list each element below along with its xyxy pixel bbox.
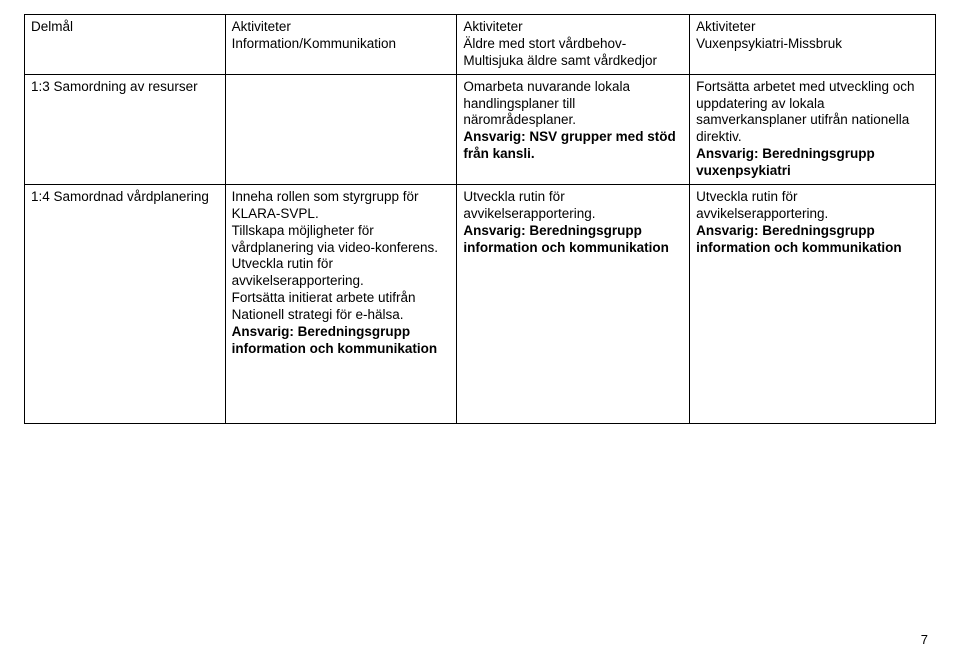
row1-aldre: Omarbeta nuvarande lokala handlingsplane… [457, 74, 690, 184]
planning-table: Delmål AktiviteterInformation/Kommunikat… [24, 14, 936, 424]
row2-aldre-text: Utveckla rutin för avvikelserapportering… [463, 189, 595, 221]
table-row: 1:4 Samordnad vårdplanering Inneha rolle… [25, 184, 936, 423]
table-row: 1:3 Samordning av resurser Omarbeta nuva… [25, 74, 936, 184]
row2-vuxen-ansvarig: Ansvarig: Beredningsgrupp information oc… [696, 223, 902, 255]
header-aldre: AktiviteterÄldre med stort vårdbehov- Mu… [457, 15, 690, 75]
row1-vuxen: Fortsätta arbetet med utveckling och upp… [690, 74, 936, 184]
row1-aldre-text: Omarbeta nuvarande lokala handlingsplane… [463, 79, 630, 128]
row1-delmal: 1:3 Samordning av resurser [25, 74, 226, 184]
row2-vuxen-text: Utveckla rutin för avvikelserapportering… [696, 189, 828, 221]
table-header-row: Delmål AktiviteterInformation/Kommunikat… [25, 15, 936, 75]
header-info-komm: AktiviteterInformation/Kommunikation [225, 15, 457, 75]
page-number: 7 [921, 632, 928, 648]
row2-info-ansvarig: Ansvarig: Beredningsgrupp information oc… [232, 324, 438, 356]
header-vuxenpsyk: AktiviteterVuxenpsykiatri-Missbruk [690, 15, 936, 75]
row1-vuxen-text: Fortsätta arbetet med utveckling och upp… [696, 79, 914, 145]
row2-info-text: Inneha rollen som styrgrupp för KLARA-SV… [232, 189, 438, 322]
row1-info [225, 74, 457, 184]
row2-vuxen: Utveckla rutin för avvikelserapportering… [690, 184, 936, 423]
row2-info: Inneha rollen som styrgrupp för KLARA-SV… [225, 184, 457, 423]
row1-vuxen-ansvarig: Ansvarig: Beredningsgrupp vuxenpsykiatri [696, 146, 875, 178]
page-container: Delmål AktiviteterInformation/Kommunikat… [0, 0, 960, 658]
row2-aldre-ansvarig: Ansvarig: Beredningsgrupp information oc… [463, 223, 669, 255]
row1-aldre-ansvarig: Ansvarig: NSV grupper med stöd från kans… [463, 129, 675, 161]
row2-aldre: Utveckla rutin för avvikelserapportering… [457, 184, 690, 423]
row2-delmal: 1:4 Samordnad vårdplanering [25, 184, 226, 423]
header-delmal: Delmål [25, 15, 226, 75]
